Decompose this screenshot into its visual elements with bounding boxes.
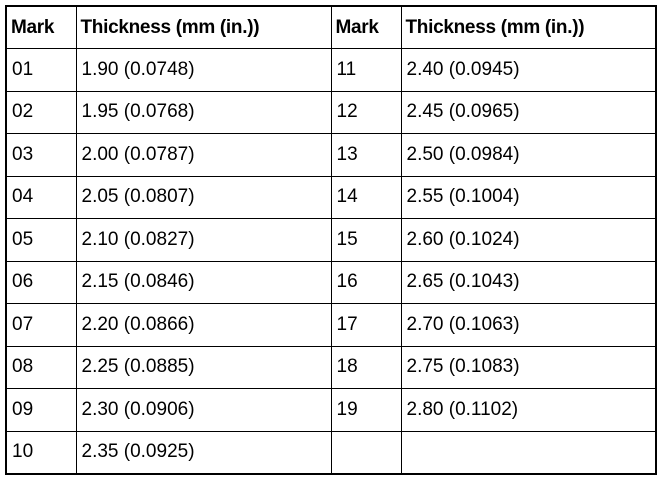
thickness-cell: 2.45 (0.0965) [400,90,657,134]
table-row: 01 1.90 (0.0748) 11 2.40 (0.0945) [5,48,657,92]
thickness-cell: 2.10 (0.0827) [75,218,332,262]
mark-cell: 07 [5,303,77,347]
table-row: 09 2.30 (0.0906) 19 2.80 (0.1102) [5,388,657,432]
mark-cell: 05 [5,218,77,262]
thickness-cell: 2.30 (0.0906) [75,388,332,432]
thickness-cell: 2.15 (0.0846) [75,260,332,304]
table-body: 01 1.90 (0.0748) 11 2.40 (0.0945) 02 1.95 (0.… [5,48,657,474]
table-row: 08 2.25 (0.0885) 18 2.75 (0.1083) [5,345,657,389]
mark-cell: 19 [330,388,402,432]
mark-cell: 06 [5,260,77,304]
mark-cell: 12 [330,90,402,134]
table-row: 02 1.95 (0.0768) 12 2.45 (0.0965) [5,90,657,134]
mark-cell: 14 [330,175,402,219]
mark-cell: 13 [330,133,402,177]
table-row: 07 2.20 (0.0866) 17 2.70 (0.1063) [5,303,657,347]
mark-cell: 09 [5,388,77,432]
thickness-cell: 2.60 (0.1024) [400,218,657,262]
header-cell: Mark [5,5,77,49]
empty-cell [400,430,657,474]
header-cell: Thickness (mm (in.)) [400,5,657,49]
thickness-cell: 2.80 (0.1102) [400,388,657,432]
thickness-cell: 2.65 (0.1043) [400,260,657,304]
table-row: 05 2.10 (0.0827) 15 2.60 (0.1024) [5,218,657,262]
thickness-cell: 2.25 (0.0885) [75,345,332,389]
mark-cell: 01 [5,48,77,92]
mark-cell: 08 [5,345,77,389]
mark-cell: 04 [5,175,77,219]
mark-cell: 18 [330,345,402,389]
header-row: Mark Thickness (mm (in.)) Mark Thickness (m… [5,5,657,49]
mark-cell: 02 [5,90,77,134]
thickness-cell: 2.75 (0.1083) [400,345,657,389]
mark-cell: 11 [330,48,402,92]
thickness-cell: 2.40 (0.0945) [400,48,657,92]
table-row: 06 2.15 (0.0846) 16 2.65 (0.1043) [5,260,657,304]
mark-cell: 10 [5,430,77,474]
thickness-cell: 2.35 (0.0925) [75,430,332,474]
thickness-cell: 2.70 (0.1063) [400,303,657,347]
mark-cell: 16 [330,260,402,304]
mark-cell: 15 [330,218,402,262]
thickness-cell: 2.00 (0.0787) [75,133,332,177]
mark-cell: 03 [5,133,77,177]
header-cell: Mark [330,5,402,49]
table-row: 03 2.00 (0.0787) 13 2.50 (0.0984) [5,133,657,177]
thickness-cell: 2.50 (0.0984) [400,133,657,177]
empty-cell [330,430,402,474]
header-cell: Thickness (mm (in.)) [75,5,332,49]
table-row: 10 2.35 (0.0925) [5,430,657,474]
thickness-cell: 2.20 (0.0866) [75,303,332,347]
thickness-cell: 2.05 (0.0807) [75,175,332,219]
thickness-cell: 1.95 (0.0768) [75,90,332,134]
thickness-cell: 2.55 (0.1004) [400,175,657,219]
mark-cell: 17 [330,303,402,347]
thickness-cell: 1.90 (0.0748) [75,48,332,92]
thickness-table: Mark Thickness (mm (in.)) Mark Thickness (m… [5,5,657,475]
table-row: 04 2.05 (0.0807) 14 2.55 (0.1004) [5,175,657,219]
